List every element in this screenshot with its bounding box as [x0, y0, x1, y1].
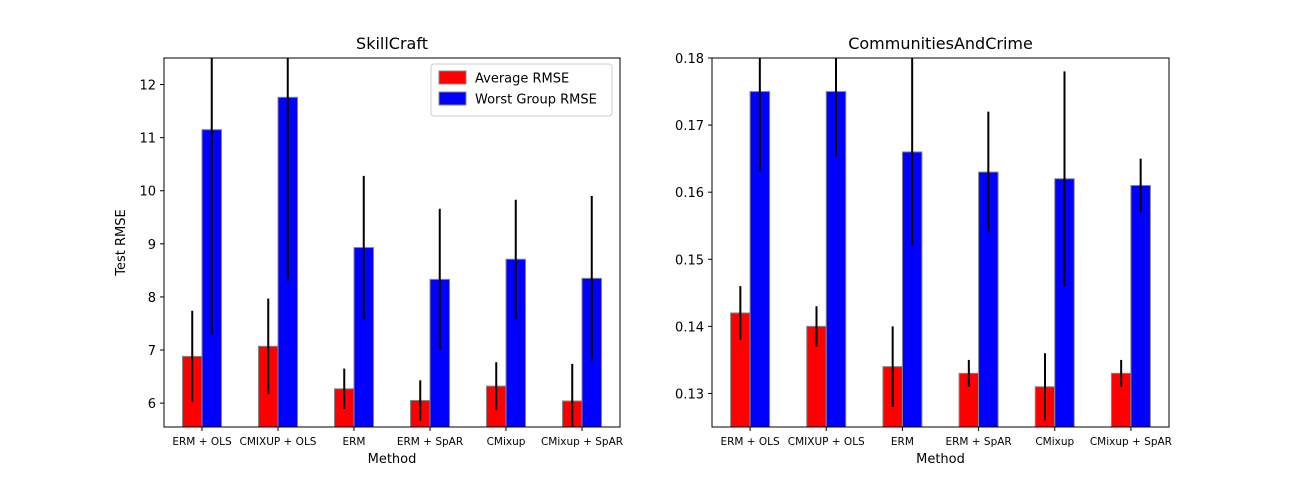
legend-label-average: Average RMSE — [475, 72, 569, 87]
x-axis-label: Method — [368, 452, 417, 467]
y-tick-label: 9 — [148, 238, 156, 253]
x-tick-label: ERM + SpAR — [945, 436, 1011, 448]
y-tick-label: 8 — [148, 291, 156, 306]
y-tick-label: 7 — [148, 344, 156, 359]
plot-area — [182, 58, 602, 427]
x-tick-label: CMIXUP + OLS — [788, 436, 865, 448]
x-tick-label: CMIXUP + OLS — [240, 436, 317, 448]
axes-frame — [711, 57, 1170, 428]
x-tick-label: CMixup + SpAR — [541, 436, 623, 448]
x-axis-label: Method — [916, 452, 965, 467]
x-tick-label: ERM + OLS — [720, 436, 780, 448]
y-tick-label: 6 — [148, 397, 156, 412]
legend-swatch-average — [438, 70, 467, 85]
x-tick-label: ERM + SpAR — [397, 436, 463, 448]
y-tick-label: 0.14 — [675, 320, 704, 335]
y-tick-label: 10 — [139, 185, 156, 200]
y-axis-label: Test RMSE — [114, 209, 129, 276]
x-tick-label: CMixup — [487, 436, 526, 448]
y-tick-label: 0.16 — [675, 186, 704, 201]
x-tick-label: CMixup — [1035, 436, 1074, 448]
y-tick-label: 11 — [139, 132, 156, 147]
legend-box — [430, 63, 613, 117]
chart-title: CommunitiesAndCrime — [848, 34, 1033, 53]
x-tick-label: ERM — [891, 436, 914, 448]
y-tick-label: 0.18 — [675, 52, 704, 67]
axes-frame — [163, 57, 621, 428]
legend-label-worst-group: Worst Group RMSE — [475, 93, 597, 108]
y-tick-label: 0.13 — [675, 387, 704, 402]
x-tick-label: ERM + OLS — [172, 436, 232, 448]
plot-area — [730, 58, 1151, 427]
chart-title: SkillCraft — [356, 34, 428, 53]
y-tick-label: 0.17 — [675, 119, 704, 134]
y-tick-label: 12 — [139, 79, 156, 94]
x-tick-label: ERM — [343, 436, 366, 448]
legend: Average RMSE Worst Group RMSE — [430, 63, 613, 117]
chart-panel-2: 0.13 0.14 0.15 0.16 0.17 0.18 ERM + OLS CMIXUP … — [675, 34, 1172, 467]
legend-swatch-worst-group — [438, 91, 467, 106]
chart-panel-1: 6 7 8 9 10 11 12 ERM + OLS CMIXUP + OLS ERM ERM + … — [114, 34, 623, 467]
y-tick-label: 0.15 — [675, 253, 704, 268]
bar-worst-group-6 — [1130, 184, 1151, 427]
x-tick-label: CMixup + SpAR — [1090, 436, 1172, 448]
